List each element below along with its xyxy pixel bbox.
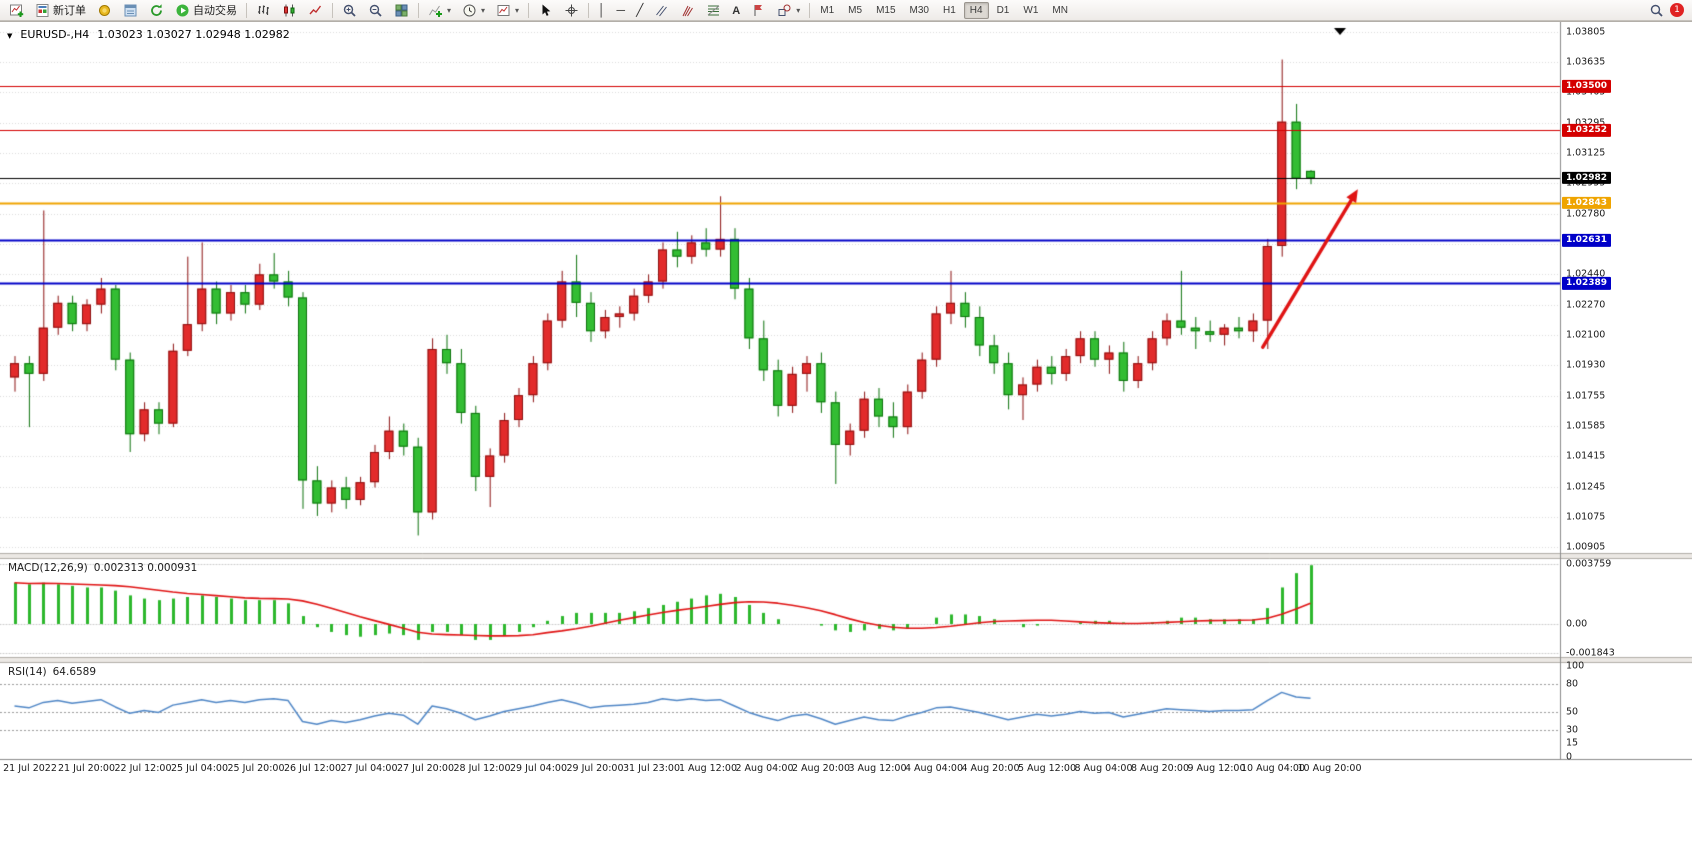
text-icon (732, 4, 740, 17)
dropdown-caret-icon (514, 4, 519, 16)
new-order-button[interactable]: 新订单 (30, 1, 91, 20)
timeframe-button-w1[interactable]: W1 (1017, 2, 1044, 19)
new-chart-icon (10, 4, 24, 17)
timeframe-button-h1[interactable]: H1 (937, 2, 962, 19)
chart-window: 1.03805 1.03635 1.03465 1.03295 1.03125 1.029… (0, 21, 1692, 784)
toolbar: 新订单 自动交易 (0, 0, 1692, 21)
pitchfork-button[interactable] (675, 1, 700, 20)
tile-windows-icon (395, 4, 408, 16)
notification-count: 1 (1674, 5, 1680, 15)
toolbar-separator (418, 2, 419, 18)
periods-button[interactable] (457, 1, 490, 20)
dropdown-caret-icon (795, 4, 800, 16)
refresh-button[interactable] (144, 1, 169, 20)
zoom-out-icon (369, 4, 382, 17)
timeframe-button-m15[interactable]: M15 (870, 2, 901, 19)
fibonacci-button[interactable] (701, 1, 726, 20)
template-icon (497, 4, 510, 16)
line-chart-icon (309, 5, 322, 14)
market-watch-icon (99, 4, 110, 16)
market-watch-button[interactable] (92, 1, 117, 20)
new-order-icon (36, 3, 49, 17)
notification-badge[interactable]: 1 (1670, 3, 1684, 17)
toolbar-separator (528, 2, 530, 18)
timeframe-button-m30[interactable]: M30 (904, 2, 935, 19)
channel-icon (656, 5, 668, 16)
autotrade-icon (176, 4, 189, 16)
crosshair-icon (565, 4, 578, 16)
timeframe-button-mn[interactable]: MN (1046, 2, 1074, 19)
candles-chart-button[interactable] (277, 1, 302, 20)
pitchfork-icon (682, 5, 694, 16)
shapes-button[interactable] (772, 1, 805, 20)
autotrade-label: 自动交易 (193, 5, 237, 17)
vertical-line-icon (598, 4, 606, 16)
search-button[interactable] (1644, 1, 1669, 20)
horizontal-line-button[interactable] (612, 1, 631, 20)
horizontal-line-icon (617, 4, 626, 16)
timeframe-button-m1[interactable]: M1 (814, 2, 840, 19)
zoom-out-button[interactable] (363, 1, 388, 20)
text-button[interactable] (727, 1, 745, 20)
refresh-icon (151, 3, 162, 16)
cursor-icon (542, 4, 551, 16)
chart-canvas[interactable] (0, 22, 1692, 784)
timeframe-button-m5[interactable]: M5 (842, 2, 868, 19)
zoom-in-icon (343, 4, 356, 17)
vertical-line-button[interactable] (593, 1, 611, 20)
line-chart-button[interactable] (303, 1, 328, 20)
bars-chart-icon (258, 5, 269, 15)
cursor-button[interactable] (533, 1, 558, 20)
trendline-icon (636, 4, 643, 16)
crosshair-button[interactable] (559, 1, 584, 20)
data-window-icon (124, 4, 137, 16)
toolbar-separator (332, 2, 333, 18)
chart-dropdown-icon[interactable] (7, 28, 12, 41)
fibonacci-icon (707, 5, 720, 15)
shapes-icon (778, 4, 791, 16)
autotrade-button[interactable]: 自动交易 (170, 1, 242, 20)
candles-chart-icon (284, 4, 295, 16)
toolbar-separator (588, 2, 590, 18)
timeframe-button-h4[interactable]: H4 (963, 1, 989, 19)
channel-button[interactable] (649, 1, 674, 20)
indicators-button[interactable] (423, 1, 456, 20)
toolbar-separator (809, 2, 811, 18)
text-label-button[interactable] (746, 1, 771, 20)
search-icon (1650, 4, 1663, 17)
templates-button[interactable] (491, 1, 524, 20)
dropdown-caret-icon (446, 4, 451, 16)
new-order-label: 新订单 (53, 5, 86, 17)
bars-chart-button[interactable] (251, 1, 276, 20)
tile-windows-button[interactable] (389, 1, 414, 20)
zoom-in-button[interactable] (337, 1, 362, 20)
clock-icon (463, 4, 476, 16)
indicators-icon (429, 5, 442, 17)
label-icon (754, 4, 763, 16)
dropdown-caret-icon (480, 4, 485, 16)
toolbar-separator (246, 2, 247, 18)
data-window-button[interactable] (118, 1, 143, 20)
new-chart-button[interactable] (4, 1, 29, 20)
trendline-button[interactable] (631, 1, 648, 20)
timeframe-group: M1 M5 M15 M30 H1 H4 D1 W1 MN (814, 1, 1074, 19)
timeframe-button-d1[interactable]: D1 (991, 2, 1016, 19)
